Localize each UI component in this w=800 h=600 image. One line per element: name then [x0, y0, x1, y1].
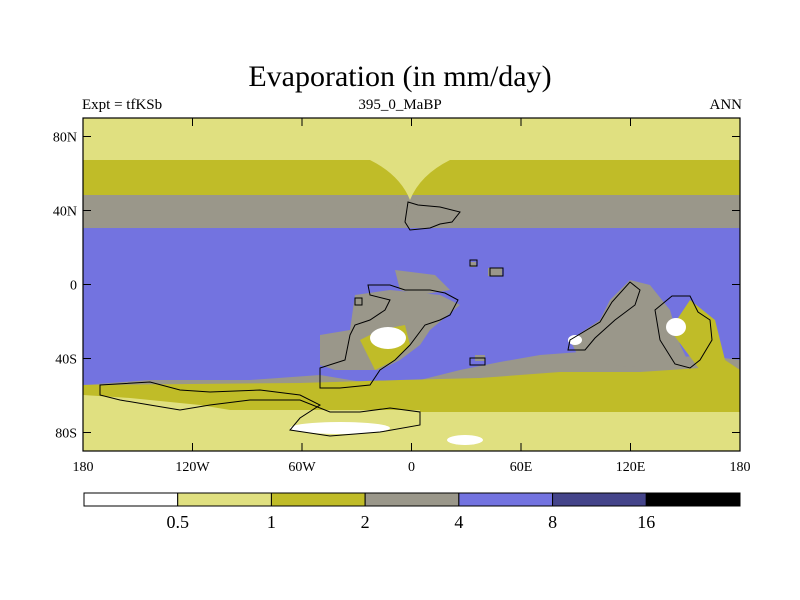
map-axes: 180 120W 60W 0 60E 120E 180 80N 40N 0 40S 80S	[53, 118, 751, 475]
colorbar-swatch	[458, 492, 554, 507]
colorbar-swatch	[552, 492, 647, 507]
colorbar-swatch	[83, 492, 179, 507]
x-tick-label: 180	[730, 460, 751, 475]
colorbar-level-label: 0.5	[166, 512, 189, 532]
y-tick-label: 40S	[55, 353, 77, 368]
colorbar-level-label: 4	[454, 512, 463, 532]
x-tick-label: 120E	[616, 460, 646, 475]
x-tick-label: 180	[73, 460, 94, 475]
colorbar-level-label: 1	[267, 512, 276, 532]
colorbar-swatch	[270, 492, 366, 507]
season-label: ANN	[709, 97, 743, 113]
y-tick-label: 80N	[53, 131, 77, 146]
colorbar-swatch	[364, 492, 460, 507]
colorbar-swatch	[177, 492, 272, 507]
x-tick-label: 60W	[288, 460, 316, 475]
time-label: 395_0_MaBP	[358, 97, 442, 113]
colorbar-level-label: 2	[361, 512, 370, 532]
y-tick-label: 40N	[53, 205, 77, 220]
colorbar: 0.5 1 2 4 8 16	[83, 492, 741, 532]
map-title: Evaporation (in mm/day)	[248, 60, 552, 93]
y-tick-label: 80S	[55, 427, 77, 442]
colorbar-level-label: 8	[548, 512, 557, 532]
y-tick-label: 0	[70, 279, 77, 294]
map-field	[83, 118, 740, 451]
colorbar-level-label: 16	[637, 512, 655, 532]
x-tick-label: 0	[408, 460, 415, 475]
experiment-label: Expt = tfKSb	[82, 97, 163, 113]
colorbar-swatch	[645, 492, 741, 507]
x-tick-label: 120W	[175, 460, 210, 475]
x-tick-label: 60E	[510, 460, 533, 475]
